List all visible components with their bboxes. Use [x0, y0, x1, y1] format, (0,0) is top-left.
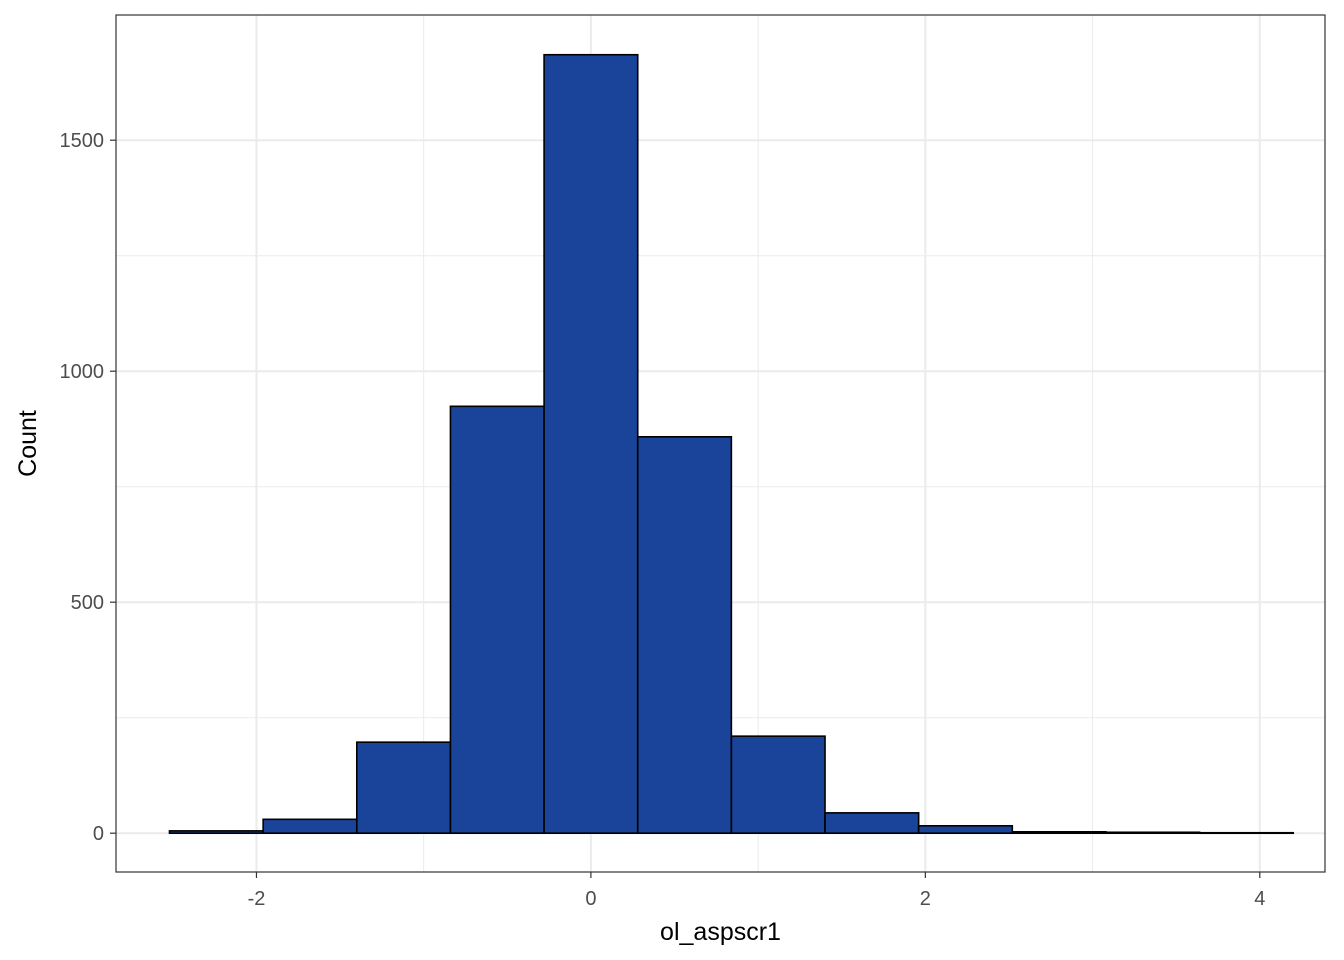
y-tick-label: 1000 [60, 361, 105, 383]
histogram-bars [168, 53, 1295, 835]
histogram-bar-5 [543, 53, 639, 834]
histogram-bar-12 [1198, 831, 1295, 835]
histogram-bar-6 [636, 436, 733, 834]
y-tick-label: 1500 [60, 130, 105, 152]
x-tick-label: -2 [248, 888, 266, 910]
y-tick-label: 0 [93, 823, 104, 845]
panel-border [115, 14, 1326, 873]
histogram-bar-2 [262, 818, 358, 834]
histogram-bar-7 [730, 735, 826, 834]
histogram-bar-10 [1011, 831, 1107, 834]
y-axis-title: Count [14, 410, 42, 477]
histogram-bar-1 [168, 830, 264, 834]
histogram-bar-3 [355, 741, 452, 834]
x-tick-label: 4 [1254, 888, 1265, 910]
axis-ticks: -2 0 2 4 0 500 1000 1500 [60, 130, 1266, 910]
x-tick-label: 0 [585, 888, 596, 910]
x-axis-title: ol_aspscr1 [660, 918, 781, 946]
x-tick-label: 2 [920, 888, 931, 910]
histogram-bar-11 [1105, 831, 1201, 834]
histogram-bar-4 [449, 405, 545, 834]
y-tick-label: 500 [71, 592, 104, 614]
histogram-bar-8 [824, 812, 920, 834]
histogram-bar-9 [917, 825, 1014, 834]
